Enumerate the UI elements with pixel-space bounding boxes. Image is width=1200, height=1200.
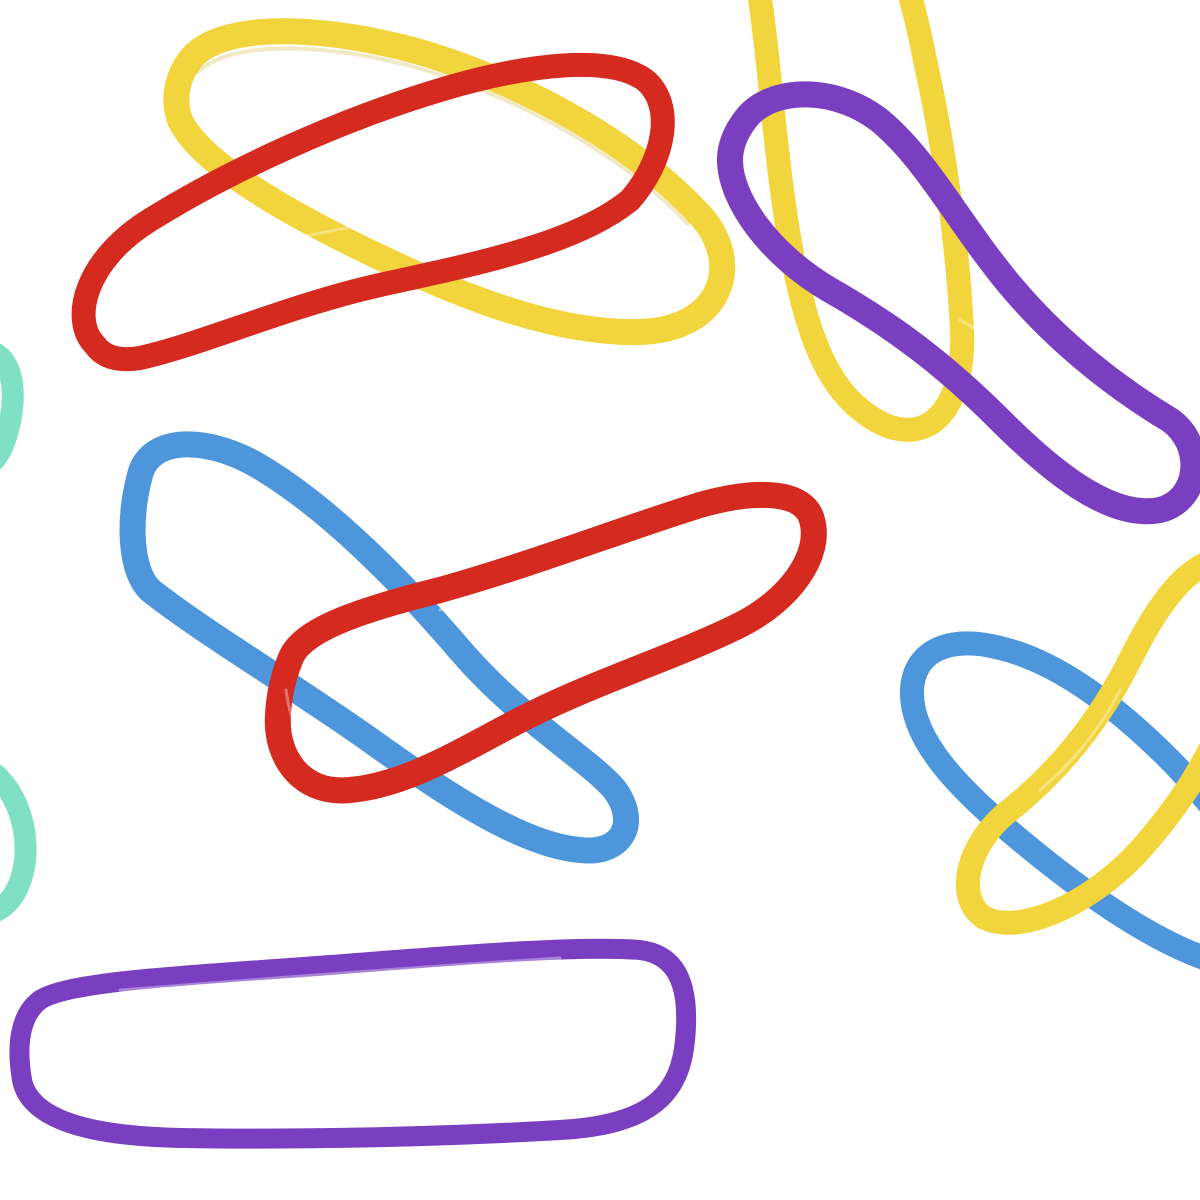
red-band-middle <box>264 481 827 804</box>
red-band-top <box>71 52 675 372</box>
blue-band-lower-right <box>899 631 1200 970</box>
blue-band-middle <box>119 431 639 864</box>
purple-band-bottom <box>9 938 697 1149</box>
teal-band <box>0 343 37 922</box>
purple-band-upper-right <box>717 81 1200 525</box>
yellow-band-upper-right <box>748 0 975 442</box>
yellow-band-lower-right <box>955 553 1200 935</box>
